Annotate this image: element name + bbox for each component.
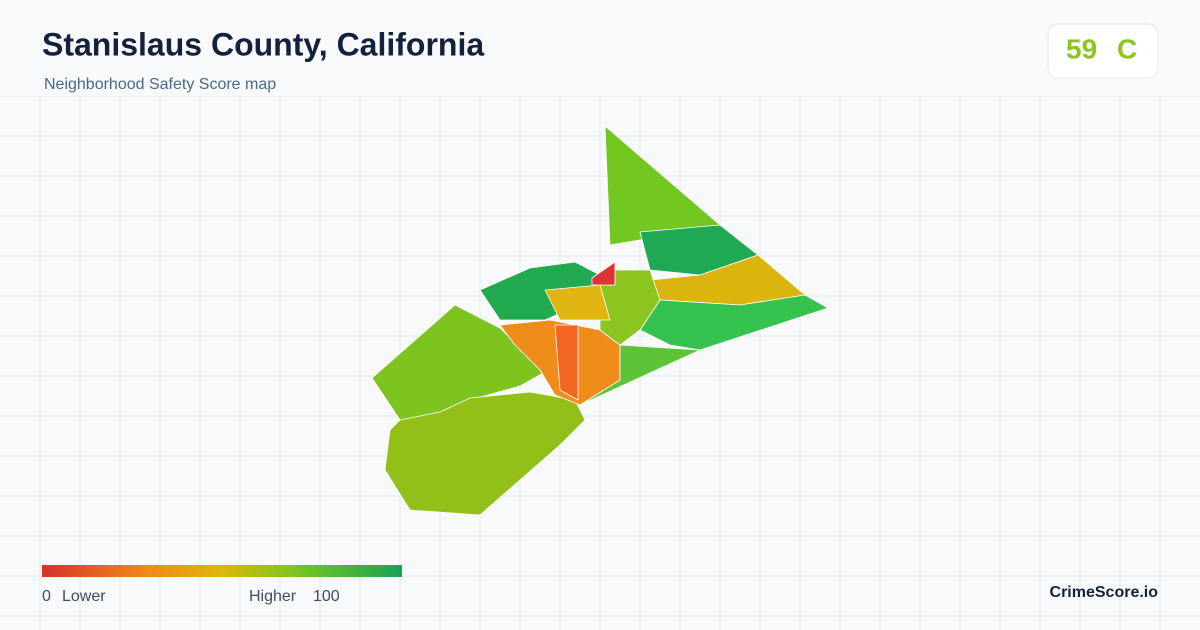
subtitle: Neighborhood Safety Score map <box>44 76 276 93</box>
brand: CrimeScore.io <box>1050 584 1159 601</box>
legend-min-label: Lower <box>62 588 106 605</box>
legend-max: 100 <box>313 588 340 605</box>
legend-max-label: Higher <box>249 588 297 605</box>
region <box>544 284 611 321</box>
header-band <box>0 0 1200 96</box>
legend-gradient <box>42 565 402 577</box>
score-value: 59 <box>1066 33 1097 64</box>
title: Stanislaus County, California <box>42 26 484 62</box>
region <box>639 294 829 351</box>
region <box>591 261 616 286</box>
score-badge <box>1047 23 1159 79</box>
region <box>599 269 661 346</box>
region <box>384 391 586 516</box>
score-grade: C <box>1117 33 1137 64</box>
region <box>604 125 721 246</box>
legend-min: 0 <box>42 588 51 605</box>
region <box>554 324 579 401</box>
region <box>579 344 701 406</box>
county-map <box>371 125 829 516</box>
